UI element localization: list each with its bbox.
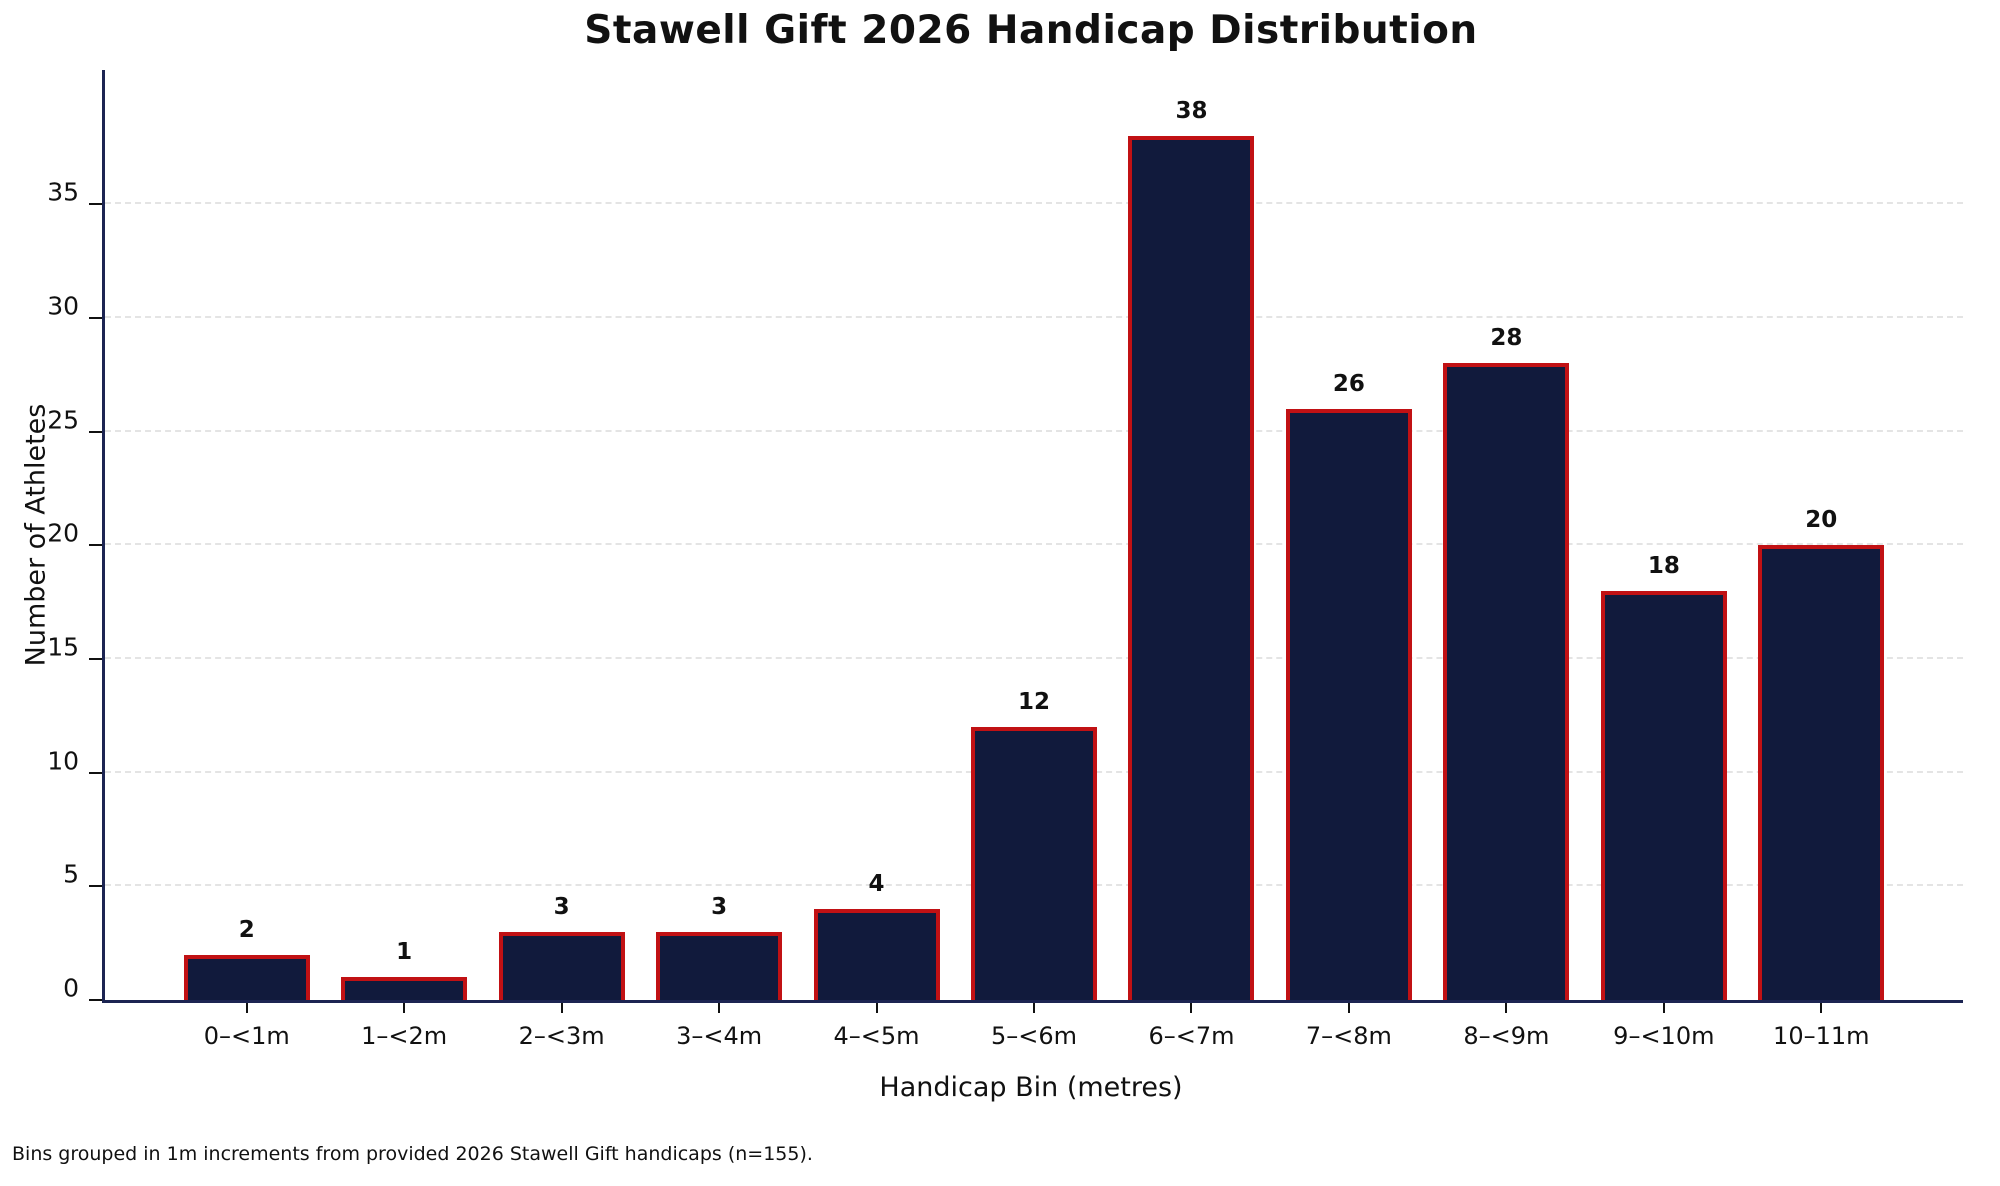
x-tick-label: 3–<4m: [676, 1022, 763, 1050]
x-tick-mark: [1820, 1003, 1823, 1013]
x-tick-label: 2–<3m: [518, 1022, 605, 1050]
bar-value-label: 4: [868, 871, 885, 898]
x-tick-mark: [875, 1003, 878, 1013]
bar-value-label: 3: [711, 893, 728, 920]
x-tick-mark: [718, 1003, 721, 1013]
y-tick-label: 20: [47, 518, 79, 548]
bar-value-label: 38: [1175, 97, 1208, 124]
gridline-y20: [105, 543, 1963, 546]
bar-1–<2m: [341, 977, 468, 1000]
gridline-y30: [105, 315, 1963, 318]
bar-value-label: 2: [238, 916, 255, 943]
x-tick-mark: [1190, 1003, 1193, 1013]
y-tick-label: 35: [47, 177, 79, 207]
gridline-y25: [105, 429, 1963, 432]
y-tick-mark: [89, 657, 102, 660]
x-tick-label: 6–<7m: [1148, 1022, 1235, 1050]
x-tick-mark: [245, 1003, 248, 1013]
y-tick-label: 15: [47, 632, 79, 662]
bar-10–11m: [1758, 545, 1885, 1000]
x-tick-label: 7–<8m: [1305, 1022, 1392, 1050]
x-tick-label: 0–<1m: [203, 1022, 290, 1050]
y-tick-mark: [89, 430, 102, 433]
footnote: Bins grouped in 1m increments from provi…: [12, 1143, 813, 1165]
bar-5–<6m: [971, 727, 1097, 1000]
x-tick-label: 5–<6m: [990, 1022, 1078, 1050]
bar-value-label: 1: [396, 939, 413, 966]
x-tick-mark: [1505, 1003, 1508, 1013]
gridline-y35: [105, 202, 1963, 205]
x-axis-label: Handicap Bin (metres): [879, 1072, 1183, 1103]
x-tick-label: 9–<10m: [1613, 1022, 1715, 1050]
y-tick-label: 5: [63, 859, 79, 889]
y-tick-mark: [89, 316, 102, 319]
bar-3–<4m: [656, 931, 783, 1000]
bar-value-label: 18: [1647, 552, 1680, 579]
x-tick-mark: [403, 1003, 406, 1013]
bar-value-label: 28: [1490, 325, 1523, 352]
x-tick-mark: [560, 1003, 563, 1013]
bar-7–<8m: [1285, 408, 1412, 1000]
bar-value-label: 26: [1332, 370, 1365, 397]
bar-0–<1m: [183, 954, 310, 1000]
bar-value-label: 12: [1017, 689, 1050, 716]
bar-2–<3m: [498, 931, 625, 1000]
bar-value-label: 3: [553, 893, 570, 920]
plot-area: 0 5 10 15 20 25 30 35 2 0–<1m 1 1–<2m 3 2–<3m 3 3–<4m 4 4…: [47, 70, 1963, 1050]
y-tick-mark: [89, 203, 102, 206]
y-tick-mark: [89, 544, 102, 547]
y-tick-mark: [89, 771, 102, 774]
y-tick-label: 30: [47, 291, 79, 321]
y-tick-mark: [89, 999, 102, 1001]
x-tick-mark: [1662, 1003, 1665, 1013]
bar-9–<10m: [1600, 590, 1727, 1000]
y-tick-label: 0: [63, 973, 79, 1003]
x-tick-label: 1–<2m: [361, 1022, 448, 1050]
x-tick-label: 8–<9m: [1463, 1022, 1550, 1050]
bar-8–<9m: [1443, 363, 1570, 1000]
bar-value-label: 20: [1805, 507, 1838, 534]
x-tick-mark: [1033, 1003, 1035, 1013]
bar-6–<7m: [1128, 135, 1255, 1000]
bar-4–<5m: [813, 909, 940, 1000]
x-tick-mark: [1347, 1003, 1350, 1013]
y-tick-label: 25: [47, 405, 79, 435]
x-tick-label: 4–<5m: [833, 1022, 920, 1050]
y-tick-label: 10: [47, 746, 79, 776]
chart-title: Stawell Gift 2026 Handicap Distribution: [584, 8, 1478, 53]
y-tick-mark: [89, 885, 102, 888]
gridline-y15: [105, 656, 1963, 659]
x-tick-label: 10–11m: [1773, 1022, 1870, 1050]
